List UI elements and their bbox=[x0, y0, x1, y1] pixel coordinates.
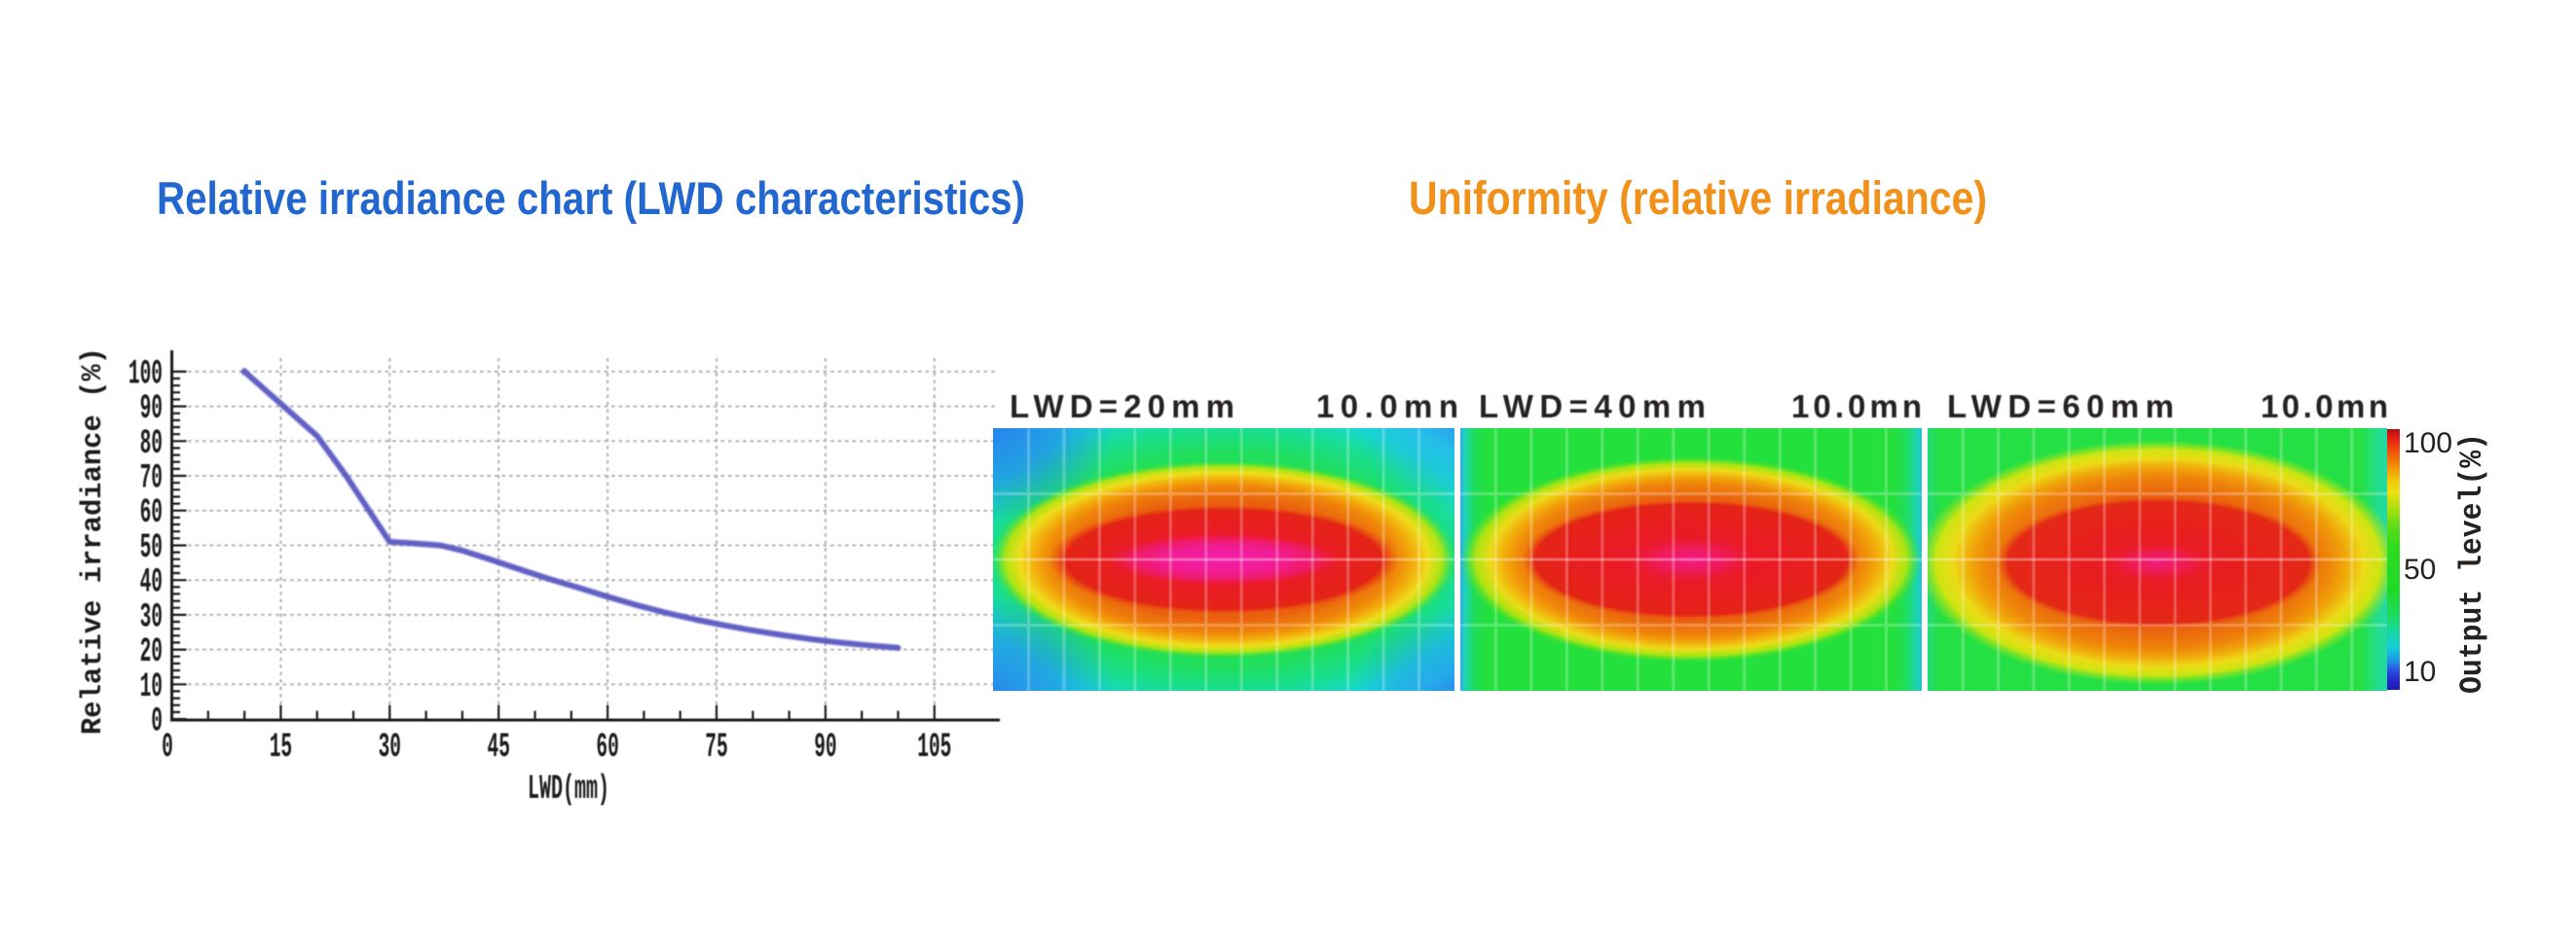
svg-text:80: 80 bbox=[140, 424, 163, 463]
svg-text:75: 75 bbox=[705, 728, 727, 767]
svg-text:LWD(mm): LWD(mm) bbox=[528, 770, 609, 809]
svg-text:20: 20 bbox=[140, 632, 163, 671]
svg-text:105: 105 bbox=[917, 728, 951, 767]
svg-text:100: 100 bbox=[129, 354, 163, 393]
svg-text:10.0mn: 10.0mn bbox=[1791, 388, 1922, 424]
svg-text:10: 10 bbox=[2404, 656, 2436, 688]
svg-text:90: 90 bbox=[140, 389, 163, 428]
svg-text:90: 90 bbox=[814, 728, 836, 767]
svg-text:LWD=20mm: LWD=20mm bbox=[1010, 388, 1234, 424]
svg-text:LWD=60mm: LWD=60mm bbox=[1947, 388, 2174, 424]
svg-text:Relative irradiance chart (LWD: Relative irradiance chart (LWD character… bbox=[157, 173, 1025, 225]
svg-text:10: 10 bbox=[140, 667, 163, 706]
svg-text:10.0mn: 10.0mn bbox=[2261, 388, 2388, 424]
svg-text:40: 40 bbox=[140, 563, 163, 602]
svg-text:10.0mn: 10.0mn bbox=[1316, 388, 1458, 424]
svg-text:60: 60 bbox=[596, 728, 618, 767]
svg-text:30: 30 bbox=[140, 597, 163, 636]
svg-text:LWD=40mm: LWD=40mm bbox=[1479, 388, 1706, 424]
svg-text:Output level(%): Output level(%) bbox=[2454, 433, 2490, 694]
svg-text:70: 70 bbox=[140, 459, 163, 498]
svg-text:50: 50 bbox=[140, 528, 163, 567]
svg-text:0: 0 bbox=[151, 703, 163, 741]
svg-text:0: 0 bbox=[162, 728, 173, 767]
svg-text:45: 45 bbox=[488, 728, 510, 767]
svg-text:15: 15 bbox=[270, 728, 292, 767]
svg-text:30: 30 bbox=[379, 728, 401, 767]
svg-text:60: 60 bbox=[140, 493, 163, 532]
svg-text:100: 100 bbox=[2404, 427, 2452, 459]
svg-text:Uniformity (relative irradianc: Uniformity (relative irradiance) bbox=[1409, 173, 1987, 225]
svg-text:50: 50 bbox=[2404, 554, 2436, 586]
svg-text:Relative irradiance (%): Relative irradiance (%) bbox=[77, 347, 110, 735]
